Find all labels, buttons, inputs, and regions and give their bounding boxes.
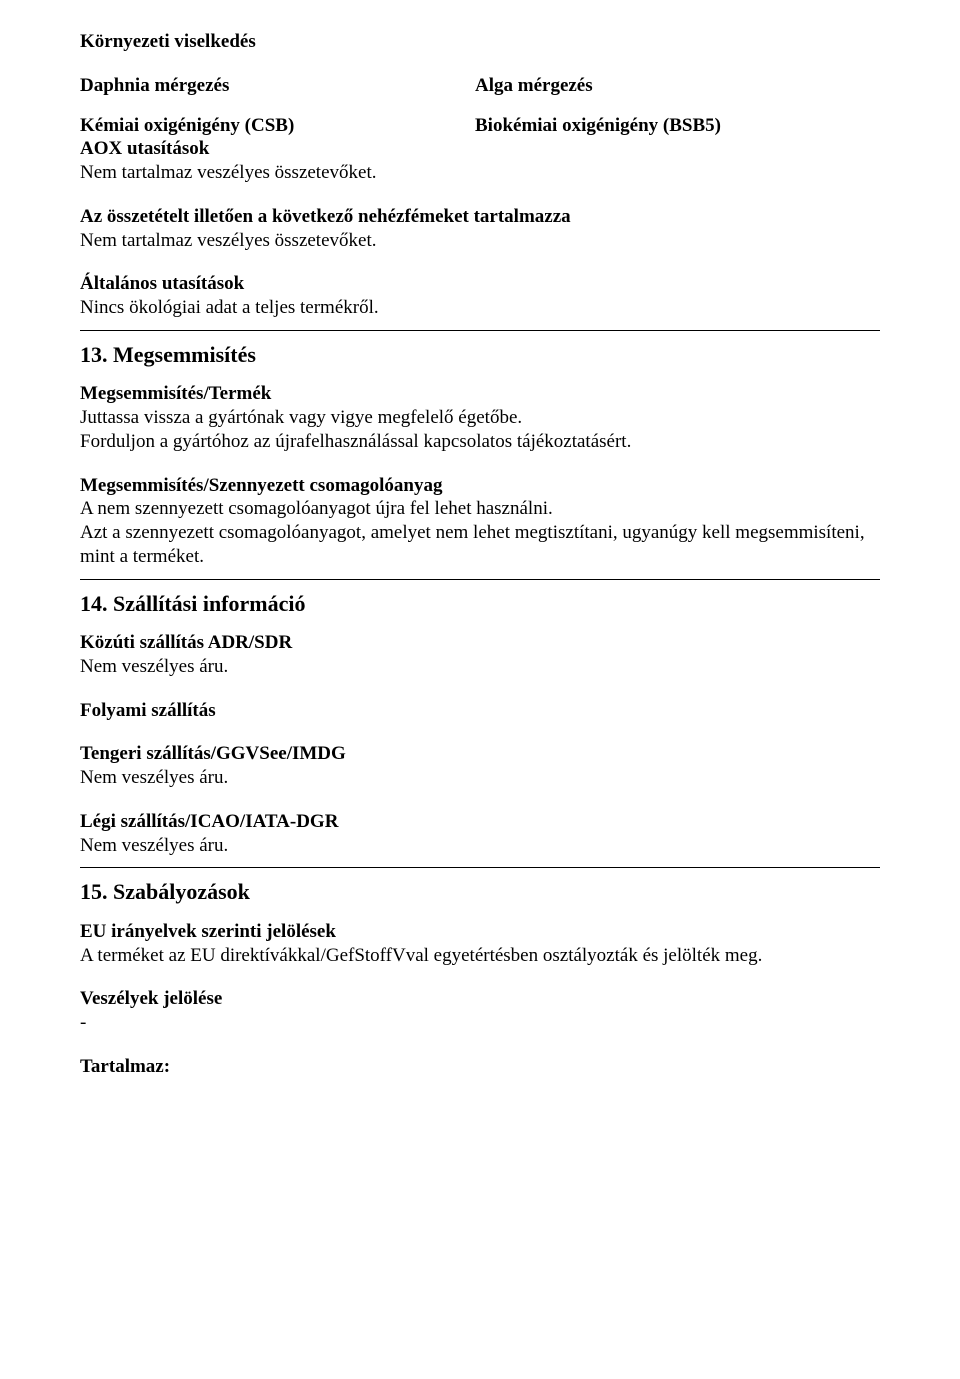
section-15-title: 15. Szabályozások	[80, 878, 880, 906]
disposal-product-line1: Juttassa vissza a gyártónak vagy vigye m…	[80, 406, 880, 430]
no-hazard-1: Nem tartalmaz veszélyes összetevőket.	[80, 161, 880, 185]
disposal-product-heading: Megsemmisítés/Termék	[80, 382, 880, 406]
section-14-title: 14. Szállítási információ	[80, 590, 880, 618]
eu-guidelines-body: A terméket az EU direktívákkal/GefStoffV…	[80, 944, 880, 968]
general-instructions-heading: Általános utasítások	[80, 272, 880, 296]
disposal-packaging-line2: Azt a szennyezett csomagolóanyagot, amel…	[80, 521, 880, 569]
air-heading: Légi szállítás/ICAO/IATA-DGR	[80, 810, 880, 834]
eu-guidelines-heading: EU irányelvek szerinti jelölések	[80, 920, 880, 944]
aox-heading: AOX utasítások	[80, 137, 475, 161]
no-hazard-2: Nem tartalmaz veszélyes összetevőket.	[80, 229, 880, 253]
daphnia-heading: Daphnia mérgezés	[80, 74, 475, 98]
csb-heading: Kémiai oxigénigény (CSB)	[80, 114, 475, 138]
disposal-product-line2: Forduljon a gyártóhoz az újrafelhasználá…	[80, 430, 880, 454]
river-heading: Folyami szállítás	[80, 699, 880, 723]
hazard-label-body: -	[80, 1011, 880, 1035]
sea-heading: Tengeri szállítás/GGVSee/IMDG	[80, 742, 880, 766]
contents-heading: Tartalmaz:	[80, 1055, 880, 1079]
air-body: Nem veszélyes áru.	[80, 834, 880, 858]
bsb5-heading: Biokémiai oxigénigény (BSB5)	[475, 114, 880, 138]
heavy-metals-heading: Az összetételt illetően a következő nehé…	[80, 205, 880, 229]
disposal-packaging-heading: Megsemmisítés/Szennyezett csomagolóanyag	[80, 474, 880, 498]
divider-14	[80, 579, 880, 580]
general-instructions-body: Nincs ökológiai adat a teljes termékről.	[80, 296, 880, 320]
disposal-packaging-line1: A nem szennyezett csomagolóanyagot újra …	[80, 497, 880, 521]
hazard-label-heading: Veszélyek jelölése	[80, 987, 880, 1011]
sea-body: Nem veszélyes áru.	[80, 766, 880, 790]
road-heading: Közúti szállítás ADR/SDR	[80, 631, 880, 655]
alga-heading: Alga mérgezés	[475, 74, 880, 98]
divider-15	[80, 867, 880, 868]
divider-13	[80, 330, 880, 331]
env-behavior-heading: Környezeti viselkedés	[80, 30, 880, 54]
road-body: Nem veszélyes áru.	[80, 655, 880, 679]
section-13-title: 13. Megsemmisítés	[80, 341, 880, 369]
